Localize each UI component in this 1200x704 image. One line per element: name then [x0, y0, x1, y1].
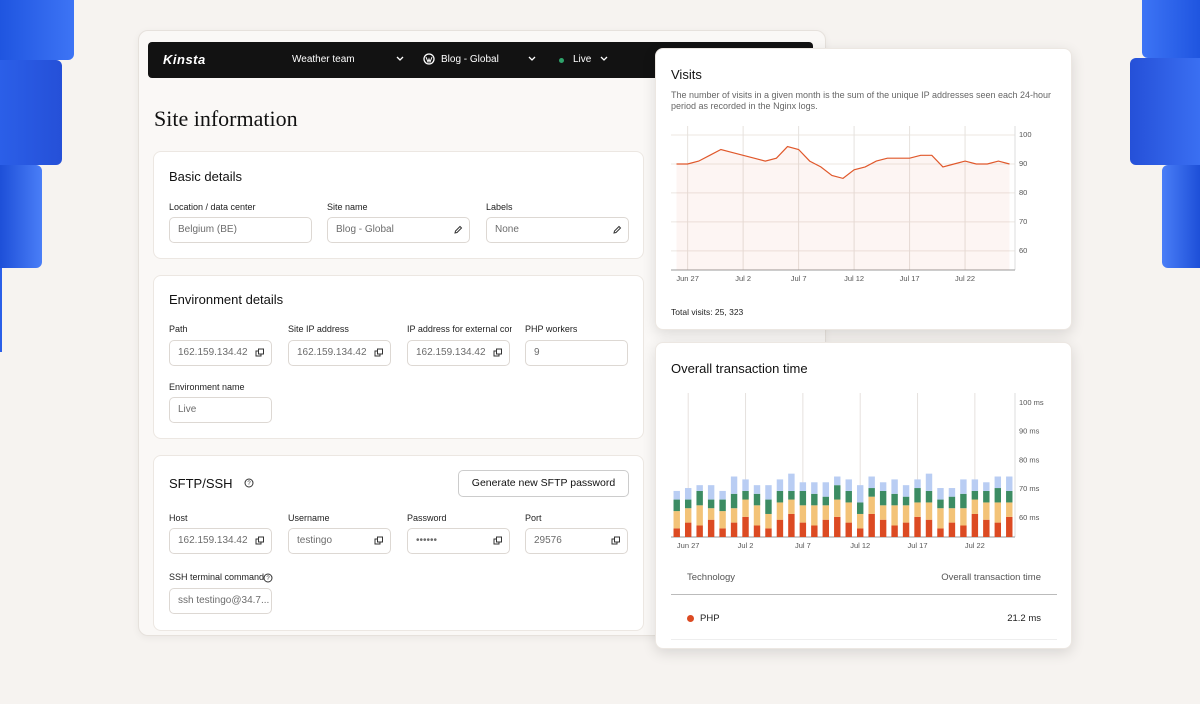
input[interactable]: 29576 [525, 528, 628, 554]
field-label: Port [525, 513, 542, 523]
field-label: Site name [327, 202, 368, 212]
table-header: Technology [687, 572, 736, 583]
input[interactable]: ssh testingo@34.7... [169, 588, 272, 614]
decor [0, 165, 42, 268]
env-select[interactable]: Live [573, 54, 592, 65]
field-label: Environment name [169, 382, 245, 392]
help-icon: ? [263, 573, 273, 583]
section-title: Basic details [169, 169, 242, 184]
section-title: Environment details [169, 292, 284, 307]
chevron [528, 56, 536, 61]
wp-icon [423, 53, 435, 65]
input[interactable]: 162.159.134.42 [288, 340, 391, 366]
input[interactable]: testingo [288, 528, 391, 554]
total-visits: Total visits: 25, 323 [671, 307, 744, 317]
field-label: Host [169, 513, 188, 523]
section-title: SFTP/SSH [169, 476, 233, 491]
field-label: Site IP address [288, 324, 349, 334]
help-icon: ? [244, 478, 254, 488]
field-label: Labels [486, 202, 513, 212]
pencil-icon [613, 225, 622, 234]
input[interactable]: Live [169, 397, 272, 423]
field-label: IP address for external conn [407, 324, 512, 334]
legend-dot [687, 615, 694, 622]
copy-icon [374, 536, 383, 545]
decor [1130, 58, 1200, 165]
page-title: Site information [154, 106, 298, 131]
copy-icon [493, 536, 502, 545]
decor [1162, 165, 1200, 268]
card-title: Overall transaction time [671, 361, 808, 376]
divider [671, 594, 1057, 595]
button[interactable]: Generate new SFTP password [458, 470, 629, 497]
table-header: Overall transaction time [941, 572, 1041, 583]
pencil-icon [454, 225, 463, 234]
logo: Kinsta [163, 52, 206, 67]
tech-value: 21.2 ms [1007, 613, 1041, 624]
field-label: SSH terminal command [169, 572, 265, 582]
decor [1142, 0, 1200, 58]
input[interactable]: 9 [525, 340, 628, 366]
field-label: Path [169, 324, 188, 334]
copy-icon [611, 536, 620, 545]
divider [671, 639, 1057, 640]
input[interactable]: •••••• [407, 528, 510, 554]
status-dot [559, 58, 564, 63]
site-select[interactable]: Blog - Global [441, 54, 499, 65]
chevron [600, 56, 608, 61]
copy-icon [493, 348, 502, 357]
card-subtitle: The number of visits in a given month is… [671, 90, 1052, 111]
copy-icon [255, 348, 264, 357]
input[interactable]: 162.159.134.42 [169, 340, 272, 366]
input[interactable]: Blog - Global [327, 217, 470, 243]
transaction-card: Overall transaction time Technology Over… [655, 342, 1072, 649]
copy-icon [374, 348, 383, 357]
tech-name: PHP [700, 613, 720, 624]
field-label: PHP workers [525, 324, 578, 334]
svg-text:?: ? [266, 576, 270, 582]
chevron [396, 56, 404, 61]
input[interactable]: 162.159.134.42 [407, 340, 510, 366]
field-label: Location / data center [169, 202, 256, 212]
decor [0, 0, 74, 60]
field-label: Password [407, 513, 447, 523]
input[interactable]: 162.159.134.42 [169, 528, 272, 554]
team-select[interactable]: Weather team [292, 54, 355, 65]
field-label: Username [288, 513, 330, 523]
visits-card: Visits The number of visits in a given m… [655, 48, 1072, 330]
input[interactable]: Belgium (BE) [169, 217, 312, 243]
decor [0, 60, 62, 165]
decor [0, 268, 2, 352]
svg-text:?: ? [247, 481, 251, 487]
card-title: Visits [671, 67, 702, 82]
input[interactable]: None [486, 217, 629, 243]
copy-icon [255, 536, 264, 545]
